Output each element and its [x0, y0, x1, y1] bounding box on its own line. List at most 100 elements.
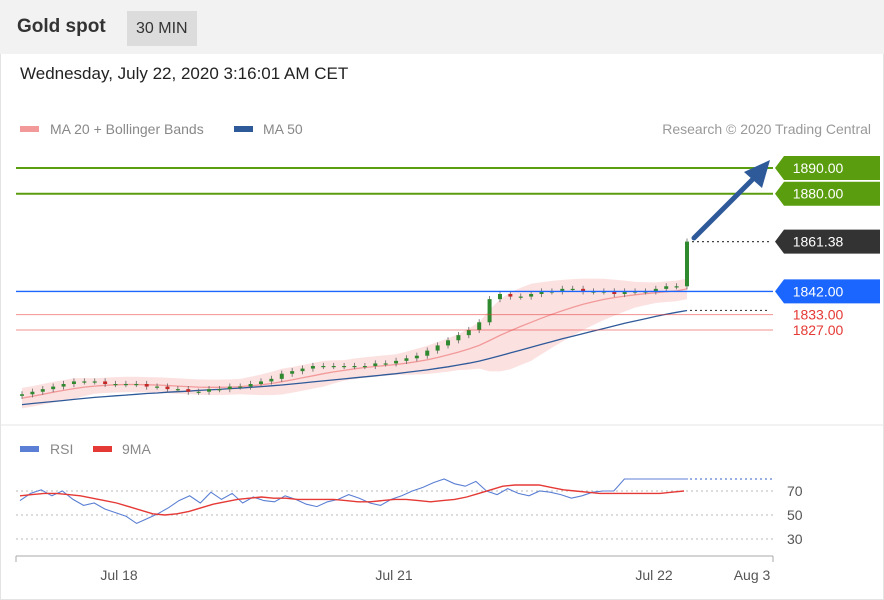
- candle: [227, 386, 232, 390]
- candle: [352, 366, 357, 368]
- credit-text: Research © 2020 Trading Central: [662, 121, 871, 137]
- candle: [477, 322, 482, 330]
- candle: [539, 291, 544, 294]
- x-tick-jul18: Jul 18: [100, 567, 138, 583]
- rsi-ma-line: [19, 484, 685, 516]
- candle: [674, 286, 679, 288]
- header-bar: Gold spot 30 MIN: [0, 0, 884, 54]
- last-price-label: 1861.38: [793, 234, 844, 250]
- candle: [414, 355, 419, 359]
- candle: [487, 299, 492, 323]
- level-label-1833-00: 1833.00: [793, 307, 844, 323]
- candle: [331, 366, 336, 368]
- level-tag-1890-00: [775, 156, 880, 180]
- rsi-plot: 70 50 30: [16, 478, 803, 547]
- candle: [207, 389, 212, 392]
- level-label-1827-00: 1827.00: [793, 322, 844, 338]
- legend-label-ma50: MA 50: [263, 121, 303, 137]
- candle: [373, 363, 378, 366]
- candle: [425, 350, 430, 356]
- rsi-tick-30: 30: [787, 531, 803, 547]
- candle: [362, 366, 367, 368]
- candle: [186, 389, 191, 392]
- candle: [155, 386, 160, 388]
- legend-label-9ma: 9MA: [122, 441, 151, 457]
- candle: [342, 366, 347, 368]
- x-tick-jul21: Jul 21: [375, 567, 413, 583]
- last-price-tag: [775, 229, 880, 254]
- candle: [290, 371, 295, 374]
- rsi-tick-70: 70: [787, 483, 803, 499]
- candle: [581, 288, 586, 292]
- x-tick-jul22: Jul 22: [635, 567, 673, 583]
- candle: [123, 384, 128, 386]
- candle: [383, 363, 388, 365]
- candle: [165, 386, 170, 390]
- candle: [404, 358, 409, 361]
- candle: [51, 386, 56, 390]
- level-tag-1842-00: [775, 279, 880, 304]
- candle: [248, 384, 253, 387]
- candle: [664, 286, 669, 289]
- forecast-arrow-shaft: [691, 177, 755, 241]
- candle: [394, 360, 399, 364]
- candle: [20, 394, 24, 396]
- candle: [518, 296, 523, 298]
- level-label-1842-00: 1842.00: [793, 283, 844, 299]
- candle: [446, 340, 451, 346]
- legend-label-ma20: MA 20 + Bollinger Bands: [50, 121, 204, 137]
- ma50-line: [21, 309, 688, 406]
- candle: [685, 241, 689, 287]
- price-plot: [20, 238, 689, 409]
- candle: [529, 294, 534, 297]
- candle: [144, 384, 149, 387]
- candle: [30, 391, 35, 395]
- legend-label-rsi: RSI: [50, 441, 73, 457]
- legend-swatch-ma20: [20, 126, 39, 132]
- candle: [466, 330, 471, 336]
- legend-swatch-rsi: [20, 446, 39, 452]
- candle: [435, 345, 440, 351]
- candle: [508, 294, 513, 297]
- candle: [622, 291, 627, 294]
- level-label-1890-00: 1890.00: [793, 160, 844, 176]
- candle: [71, 381, 76, 384]
- level-tag-1880-00: [775, 181, 880, 206]
- candle: [217, 389, 222, 391]
- candle: [612, 291, 617, 294]
- candle: [653, 288, 658, 292]
- rsi-tick-50: 50: [787, 507, 803, 523]
- candle: [279, 373, 284, 379]
- candle: [456, 335, 461, 341]
- instrument-title: Gold spot: [17, 16, 106, 37]
- candle: [113, 384, 118, 386]
- forecast-arrow-head: [744, 160, 770, 188]
- candle: [300, 368, 305, 372]
- candle: [61, 384, 66, 387]
- x-tick-aug3: Aug 3: [734, 567, 771, 583]
- candle: [570, 288, 575, 291]
- candle: [310, 366, 315, 369]
- candle: [238, 386, 243, 388]
- candle: [196, 391, 201, 393]
- price-levels: 1890.00 1880.00 1861.38 1842.00 1833.001827.…: [16, 156, 880, 338]
- candle: [269, 378, 274, 382]
- candle: [103, 381, 108, 384]
- candle: [82, 381, 87, 383]
- legend-swatch-ma50: [234, 126, 253, 132]
- bollinger-bands: [22, 278, 687, 409]
- timestamp: Wednesday, July 22, 2020 3:16:01 AM CET: [20, 64, 349, 83]
- candle: [175, 389, 180, 391]
- candle: [40, 389, 45, 392]
- candle: [134, 384, 139, 386]
- candle: [321, 366, 326, 368]
- rsi-line: [19, 478, 688, 525]
- legend-swatch-9ma: [93, 446, 112, 452]
- timeframe-badge[interactable]: 30 MIN: [127, 11, 197, 46]
- candle: [258, 381, 263, 384]
- level-label-1880-00: 1880.00: [793, 186, 844, 202]
- candle: [92, 381, 97, 383]
- candle: [497, 294, 502, 300]
- candle: [560, 288, 565, 292]
